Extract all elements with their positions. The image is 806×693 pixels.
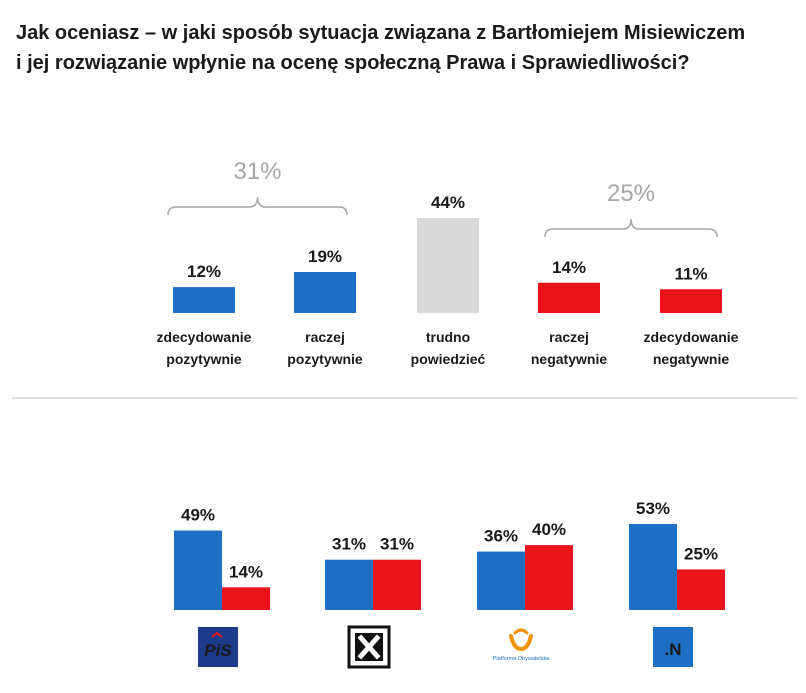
bar-overall-1 bbox=[294, 271, 356, 313]
bar-party-1-1 bbox=[373, 559, 421, 610]
bar-party-1-0 bbox=[325, 559, 373, 610]
bar-party-3-1 bbox=[677, 569, 725, 610]
bar-value-label: 11% bbox=[674, 264, 707, 283]
overall-chart: 12% zdecydowanie pozytywnie 19% raczej pozyty… bbox=[157, 158, 739, 367]
kukiz-logo-icon bbox=[347, 625, 391, 669]
bar-value-label: 40% bbox=[532, 520, 566, 539]
bar-overall-4 bbox=[660, 289, 722, 313]
bar-value-label: 44% bbox=[431, 193, 465, 212]
kukiz-logo-cross bbox=[357, 634, 381, 660]
bar-value-label: 31% bbox=[332, 535, 366, 554]
pis-logo-mark bbox=[211, 631, 223, 638]
category-label: negatywnie bbox=[531, 351, 607, 367]
bar-party-2-1 bbox=[525, 545, 573, 610]
bar-overall-3 bbox=[538, 282, 600, 313]
group-total-label: 25% bbox=[607, 180, 655, 207]
bar-value-label: 19% bbox=[308, 247, 342, 266]
group-brace-1 bbox=[544, 218, 718, 238]
bar-party-0-1 bbox=[222, 587, 270, 610]
bar-value-label: 36% bbox=[484, 527, 518, 546]
bar-party-3-0 bbox=[629, 524, 677, 610]
title-line-1: Jak oceniasz – w jaki sposób sytuacja zw… bbox=[16, 22, 746, 44]
category-label: raczej bbox=[549, 329, 589, 345]
bar-value-label: 14% bbox=[552, 258, 586, 277]
chart-title: Jak oceniasz – w jaki sposób sytuacja zw… bbox=[16, 18, 796, 78]
bar-party-0-0 bbox=[174, 530, 222, 610]
category-label: pozytywnie bbox=[287, 351, 363, 367]
bar-value-label: 49% bbox=[181, 505, 215, 524]
category-label: zdecydowanie bbox=[644, 329, 739, 345]
bar-value-label: 12% bbox=[187, 262, 221, 281]
bar-overall-0 bbox=[173, 287, 235, 313]
bar-value-label: 14% bbox=[229, 562, 263, 581]
nowoczesna-logo-background bbox=[653, 627, 693, 667]
group-total-label: 31% bbox=[233, 158, 281, 185]
title-line-2: i jej rozwiązanie wpłynie na ocenę społe… bbox=[16, 52, 690, 74]
bar-party-2-0 bbox=[477, 551, 525, 610]
platforma-logo-arc bbox=[513, 628, 529, 635]
group-brace-0 bbox=[167, 196, 348, 216]
pis-logo-icon: PiS bbox=[198, 627, 238, 667]
bar-value-label: 53% bbox=[636, 499, 670, 518]
platforma-logo-mark bbox=[509, 634, 533, 652]
platforma-logo-text: Platforma Obywatelska bbox=[493, 656, 550, 662]
pis-logo-text: PiS bbox=[204, 641, 232, 660]
nowoczesna-logo-icon: .N bbox=[653, 627, 693, 667]
platforma-logo-icon: Platforma Obywatelska bbox=[493, 628, 550, 662]
category-label: zdecydowanie bbox=[157, 329, 252, 345]
bar-value-label: 25% bbox=[684, 544, 718, 563]
bar-overall-2 bbox=[417, 218, 479, 313]
category-label: powiedzieć bbox=[411, 351, 486, 367]
nowoczesna-logo-text: .N bbox=[665, 640, 682, 659]
party-chart: 49% 14% 31% 31% 36% 40% 53% 25% PiS Platforma Oby… bbox=[174, 499, 725, 669]
category-label: raczej bbox=[305, 329, 345, 345]
bar-value-label: 31% bbox=[380, 535, 414, 554]
category-label: negatywnie bbox=[653, 351, 729, 367]
category-label: trudno bbox=[426, 329, 470, 345]
category-label: pozytywnie bbox=[166, 351, 242, 367]
